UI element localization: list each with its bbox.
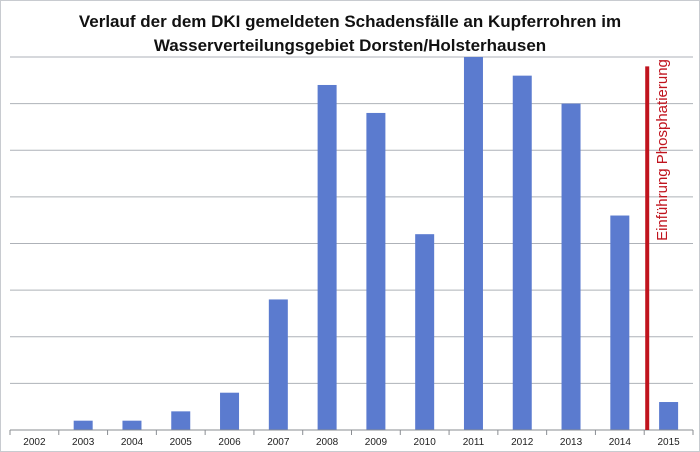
bar-2009 bbox=[366, 112, 386, 430]
x-tick-label: 2015 bbox=[657, 437, 680, 448]
x-tick-label: 2010 bbox=[414, 437, 437, 448]
x-tick-label: 2014 bbox=[609, 437, 632, 448]
chart-title-line-1: Verlauf der dem DKI gemeldeten Schadensf… bbox=[79, 12, 621, 31]
x-tick-label: 2009 bbox=[365, 437, 388, 448]
bar-2011 bbox=[463, 57, 483, 430]
x-tick-label: 2003 bbox=[72, 437, 95, 448]
bar-2014 bbox=[610, 215, 630, 430]
x-axis: 2002 2003 2004 2005 2006 2007 2008 2009 2010 2011… bbox=[9, 429, 694, 448]
x-tick-label: 2004 bbox=[121, 437, 144, 448]
bar-2010 bbox=[415, 234, 435, 430]
x-tick-label: 2011 bbox=[463, 437, 485, 448]
bars bbox=[73, 57, 679, 431]
x-tick-label: 2007 bbox=[267, 437, 290, 448]
x-tick-label: 2008 bbox=[316, 437, 339, 448]
bar-2013 bbox=[561, 103, 581, 430]
bar-2006 bbox=[220, 392, 240, 430]
bar-2012 bbox=[512, 75, 532, 431]
bar-2008 bbox=[317, 84, 337, 430]
x-tick-label: 2005 bbox=[170, 437, 193, 448]
bar-2005 bbox=[171, 411, 191, 430]
bar-2004 bbox=[122, 420, 142, 430]
x-tick-label: 2013 bbox=[560, 437, 583, 448]
bar-2003 bbox=[73, 420, 93, 430]
phosphating-marker: Einführung Phosphatierung bbox=[645, 59, 671, 430]
x-tick-label: 2006 bbox=[218, 437, 241, 448]
phosphating-annotation: Einführung Phosphatierung bbox=[654, 59, 671, 241]
bar-2007 bbox=[268, 299, 288, 430]
x-tick-label: 2002 bbox=[23, 437, 46, 448]
chart-title-line-2: Wasserverteilungsgebiet Dorsten/Holsterh… bbox=[154, 36, 546, 55]
bar-2015 bbox=[659, 402, 679, 430]
x-tick-label: 2012 bbox=[511, 437, 534, 448]
